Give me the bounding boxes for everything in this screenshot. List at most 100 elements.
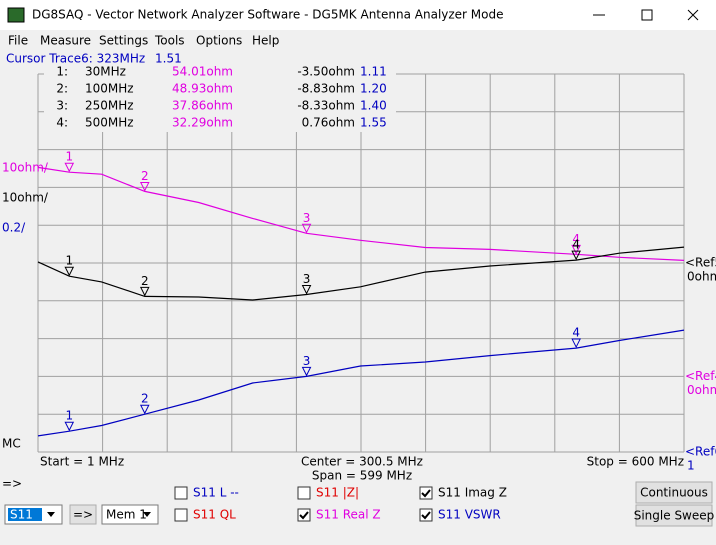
dropdown-arrow [143,512,151,517]
marker-cell: 1: [56,65,68,79]
marker-cell: 48.93ohm [172,82,233,96]
menu-item[interactable]: File [8,34,28,48]
marker-cell: 0.76ohm [302,116,355,130]
check-mark [299,511,309,520]
marker [139,181,150,192]
stop-label: Stop = 600 MHz [587,455,684,469]
app-icon [7,7,25,23]
marker [571,250,581,261]
checkbox[interactable] [419,486,433,500]
menu-item[interactable]: Settings [99,34,148,48]
checkbox[interactable] [419,508,433,522]
checkbox[interactable] [297,486,311,500]
marker-cell: 32.29ohm [172,116,233,130]
trace-select-text: S11 [10,508,33,522]
ref-value: 0ohm [687,270,716,284]
button[interactable] [635,481,713,504]
button-label: Continuous [640,486,708,500]
marker-label: 1 [65,409,73,423]
ref-value: 0ohm [687,383,716,397]
checkbox-label: S11 Imag Z [438,486,507,500]
marker-cell: 2: [56,82,68,96]
marker [301,284,312,295]
marker-label: 3 [303,354,311,368]
check-mark [421,511,431,520]
close-button[interactable] [687,9,699,21]
marker [64,266,75,277]
marker-cell: -8.83ohm [297,82,355,96]
menu-item[interactable]: Help [252,34,279,48]
marker [64,162,75,173]
marker [301,223,312,234]
memory-select-text: Mem 1 [106,508,147,522]
marker-label: 2 [141,169,149,183]
marker-label: 1 [65,150,73,164]
marker [64,421,75,432]
marker-cell: 1.40 [360,99,387,113]
marker-cell: 4: [56,116,68,130]
dropdown-arrow [47,512,55,517]
checkbox-label: S11 QL [193,508,236,522]
marker-cell: 30MHz [85,65,126,79]
marker-table-bg [44,64,396,132]
marker [571,338,581,349]
marker [571,244,581,255]
trace-select-highlight [8,508,42,521]
window-title: DG8SAQ - Vector Network Analyzer Softwar… [32,8,504,22]
marker-cell: 54.01ohm [172,65,233,79]
ref-value: 1 [687,459,695,473]
marker [139,286,150,297]
span-label: Span = 599 MHz [312,469,412,483]
start-label: Start = 1 MHz [40,455,124,469]
marker [301,366,312,377]
scale-label: 10ohm/ [2,161,49,175]
marker-cell: 1.55 [360,116,387,130]
maximize-button[interactable] [641,9,653,21]
button-label: Single Sweep [634,509,715,523]
checkbox-label: S11 Real Z [316,508,381,522]
cursor-label: Cursor Trace6: 323MHz [6,52,145,66]
marker-label: 2 [141,274,149,288]
marker-cell: 1.20 [360,82,387,96]
marker-label: 3 [303,272,311,286]
checkbox-label: S11 VSWR [438,508,501,522]
marker-cell: 37.86ohm [172,99,233,113]
marker-label: 4 [572,232,580,246]
scale-label: 10ohm/ [2,191,49,205]
marker [139,404,150,415]
checkbox-label: S11 |Z| [316,486,359,500]
marker-label: 3 [303,211,311,225]
center-label: Center = 300.5 MHz [301,455,423,469]
marker-cell: 500MHz [85,116,134,130]
marker-cell: 100MHz [85,82,134,96]
button[interactable] [635,504,713,527]
marker-cell: 1.11 [360,65,387,79]
checkbox[interactable] [174,486,188,500]
arrow-button-text: => [73,508,93,522]
marker-cell: 3: [56,99,68,113]
marker-cell: -8.33ohm [297,99,355,113]
marker-label: 1 [65,254,73,268]
menu-item[interactable]: Options [196,34,242,48]
checkbox[interactable] [174,508,188,522]
checkbox-label: S11 L -- [193,486,239,500]
check-mark [421,489,431,498]
corner-label: MC [2,437,21,451]
ref-label: <Ref5 [685,256,716,270]
memory-select[interactable] [101,504,159,525]
marker-cell: -3.50ohm [297,65,355,79]
marker-label: 4 [572,238,580,252]
ref-label: <Ref4 [685,369,716,383]
marker-label: 4 [572,326,580,340]
menu-item[interactable]: Tools [154,34,185,48]
prompt: => [2,477,22,491]
scale-label: 0.2/ [2,221,26,235]
menu-item[interactable]: Measure [40,34,91,48]
checkbox[interactable] [297,508,311,522]
arrow-button[interactable] [69,504,97,525]
ref-label: <Ref6 [685,445,716,459]
marker-label: 2 [141,392,149,406]
cursor-value: 1.51 [155,52,182,66]
marker-cell: 250MHz [85,99,134,113]
